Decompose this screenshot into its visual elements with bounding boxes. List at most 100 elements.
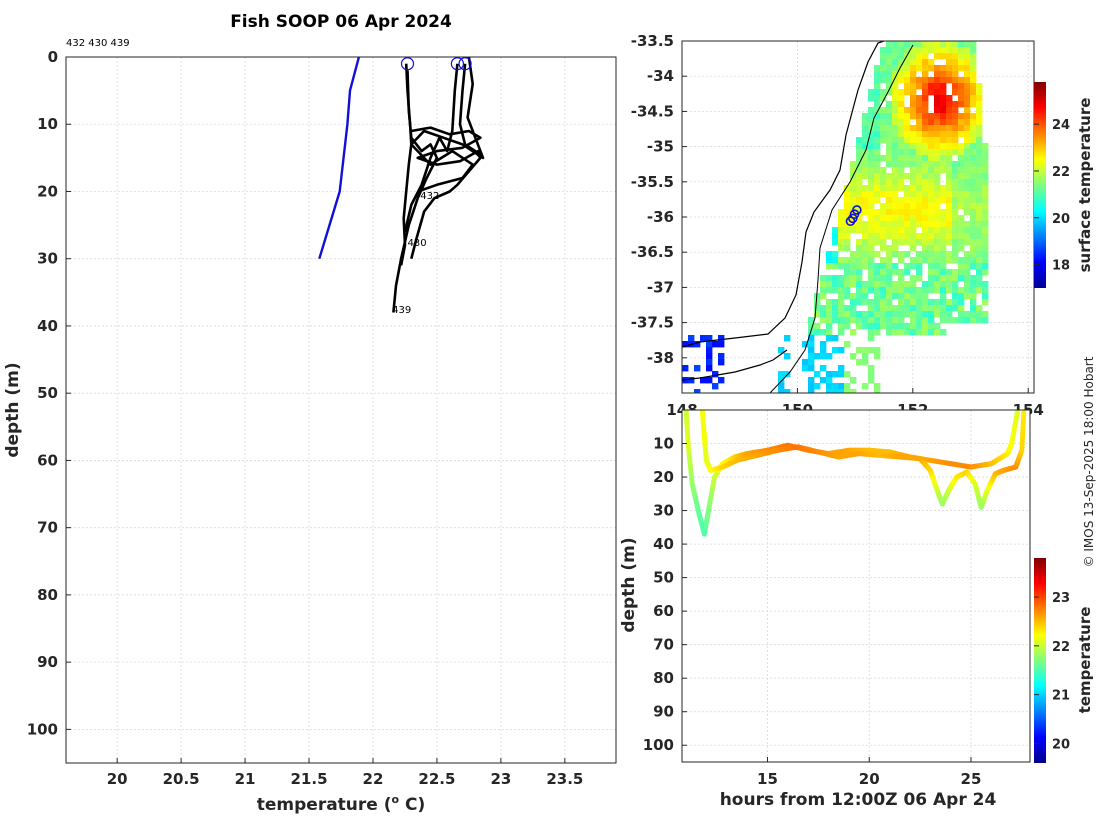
sst-cell bbox=[964, 293, 971, 300]
sst-cell bbox=[976, 233, 983, 240]
profile-line-profile-f bbox=[411, 126, 485, 166]
profile-x-tick-label: 23.5 bbox=[546, 770, 583, 788]
sst-cell bbox=[850, 197, 857, 204]
sst-cell bbox=[928, 89, 935, 96]
sst-cell bbox=[916, 53, 923, 60]
sst-cell bbox=[868, 311, 875, 318]
sst-cell bbox=[862, 203, 869, 210]
sst-cell bbox=[868, 209, 875, 216]
sst-cell bbox=[832, 347, 839, 354]
sst-cell bbox=[964, 239, 971, 246]
sst-cell bbox=[718, 341, 725, 348]
sst-cell bbox=[922, 233, 929, 240]
sst-cell bbox=[922, 227, 929, 234]
sst-cell bbox=[982, 221, 989, 228]
profile-plot-frame bbox=[65, 56, 617, 764]
sst-cell bbox=[862, 281, 869, 288]
sst-cell bbox=[928, 215, 935, 222]
sst-cell bbox=[952, 317, 959, 324]
sst-cell bbox=[910, 143, 917, 150]
depth-time-x-tick-label: 15 bbox=[757, 770, 778, 788]
sst-cell bbox=[892, 251, 899, 258]
sst-cell bbox=[850, 317, 857, 324]
sst-cell bbox=[862, 161, 869, 168]
sst-cell bbox=[922, 287, 929, 294]
sst-cell bbox=[970, 209, 977, 216]
sst-cell bbox=[880, 173, 887, 180]
sst-cell bbox=[934, 263, 941, 270]
depth-time-point bbox=[1021, 410, 1027, 416]
sst-cell bbox=[970, 317, 977, 324]
sst-cell bbox=[916, 221, 923, 228]
sst-cell bbox=[700, 335, 707, 342]
sst-cell bbox=[862, 353, 869, 360]
sst-cell bbox=[964, 41, 971, 48]
sst-cell bbox=[928, 185, 935, 192]
sst-cell bbox=[916, 209, 923, 216]
sst-cell bbox=[832, 263, 839, 270]
sst-cell bbox=[910, 65, 917, 72]
sst-cell bbox=[982, 149, 989, 156]
sst-cell bbox=[826, 383, 833, 390]
sst-cell bbox=[880, 53, 887, 60]
sst-cell bbox=[964, 47, 971, 54]
depth-time-y-tick-label: 30 bbox=[653, 502, 674, 520]
sst-cell bbox=[838, 233, 845, 240]
sst-cell bbox=[946, 257, 953, 264]
sst-cell bbox=[868, 95, 875, 102]
sst-cell bbox=[874, 287, 881, 294]
sst-cell bbox=[874, 161, 881, 168]
sst-cell bbox=[922, 317, 929, 324]
sst-cell bbox=[904, 155, 911, 162]
sst-cell bbox=[982, 197, 989, 204]
sst-cell bbox=[886, 269, 893, 276]
sst-cell bbox=[976, 185, 983, 192]
sst-cell bbox=[898, 137, 905, 144]
sst-cell bbox=[886, 311, 893, 318]
sst-cell bbox=[976, 107, 983, 114]
sst-cell bbox=[904, 209, 911, 216]
deployment-marker bbox=[848, 213, 858, 224]
sst-cell bbox=[874, 119, 881, 126]
sst-cell bbox=[952, 191, 959, 198]
sst-cell bbox=[976, 131, 983, 138]
sst-cell bbox=[784, 353, 791, 360]
sst-cell bbox=[928, 149, 935, 156]
sst-cell bbox=[856, 275, 863, 282]
sst-cell bbox=[958, 317, 965, 324]
sst-cell bbox=[826, 287, 833, 294]
sst-cell bbox=[946, 233, 953, 240]
sst-cell bbox=[832, 227, 839, 234]
sst-cell bbox=[868, 215, 875, 222]
sst-cell bbox=[934, 149, 941, 156]
sst-cell bbox=[916, 77, 923, 84]
sst-cell bbox=[922, 239, 929, 246]
sst-cell bbox=[850, 389, 857, 393]
sst-cell bbox=[964, 185, 971, 192]
sst-cell bbox=[832, 299, 839, 306]
sst-cell bbox=[874, 191, 881, 198]
sst-cell bbox=[880, 317, 887, 324]
sst-cell bbox=[940, 317, 947, 324]
sst-cell bbox=[910, 47, 917, 54]
sst-cell bbox=[910, 281, 917, 288]
sst-cell bbox=[928, 131, 935, 138]
sst-cell bbox=[934, 287, 941, 294]
sst-cell bbox=[976, 227, 983, 234]
sst-colorbar-tick-label: 20 bbox=[1052, 212, 1070, 227]
sst-cell bbox=[904, 233, 911, 240]
sst-cell bbox=[820, 311, 827, 318]
sst-cell bbox=[964, 113, 971, 120]
sst-cell bbox=[880, 281, 887, 288]
sst-cell bbox=[970, 179, 977, 186]
sst-cell bbox=[844, 341, 851, 348]
sst-cell bbox=[922, 167, 929, 174]
deployment-marker bbox=[845, 216, 856, 227]
sst-cell bbox=[916, 137, 923, 144]
sst-cell bbox=[880, 167, 887, 174]
sst-cell bbox=[976, 311, 983, 318]
sst-cell bbox=[970, 311, 977, 318]
sst-cell bbox=[826, 281, 833, 288]
sst-cell bbox=[916, 197, 923, 204]
sst-cell bbox=[976, 269, 983, 276]
